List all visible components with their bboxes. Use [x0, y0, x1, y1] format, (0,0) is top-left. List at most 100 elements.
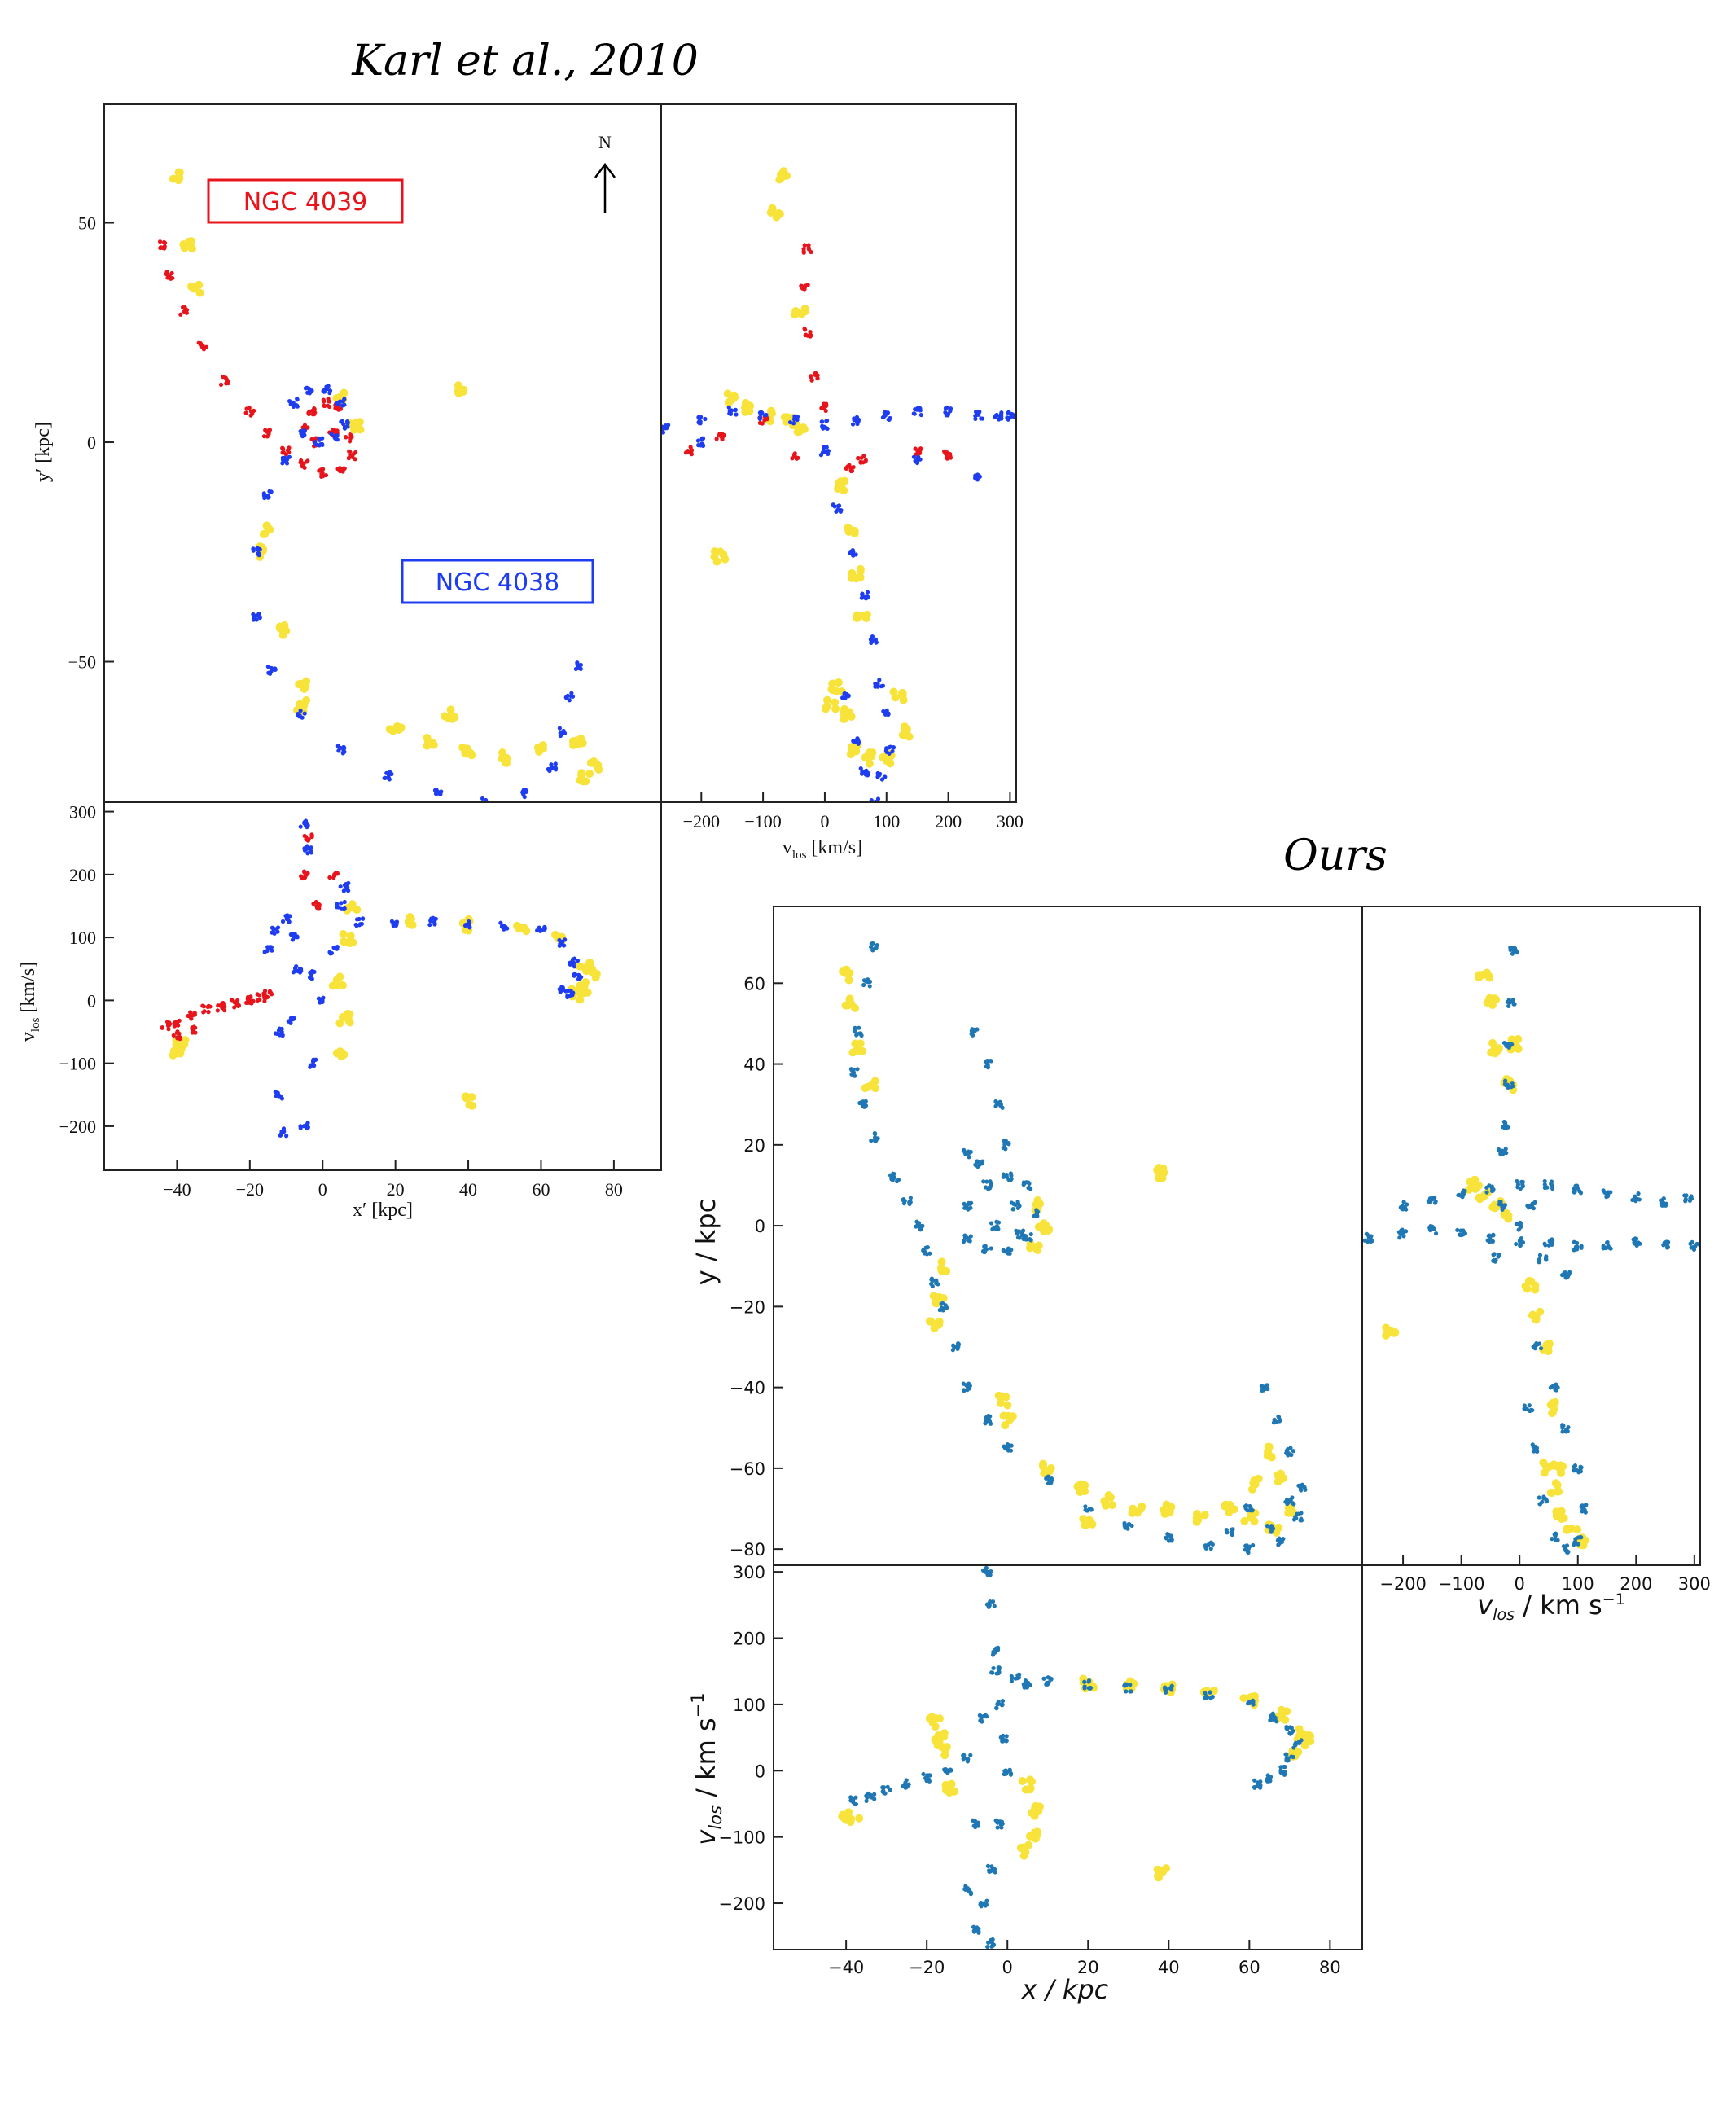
blue-point	[389, 919, 395, 924]
steel-point	[1265, 1383, 1269, 1388]
steel-point	[1208, 1690, 1212, 1695]
steel-point	[1550, 1186, 1555, 1191]
yellow-point	[1554, 1463, 1563, 1472]
yellow-point	[902, 725, 911, 734]
steel-point	[923, 1251, 927, 1256]
steel-point	[927, 1251, 932, 1256]
yellow-point	[502, 758, 511, 767]
yellow-point	[1276, 1475, 1285, 1484]
steel-point	[988, 1599, 993, 1604]
x-tick-label: 40	[459, 1179, 477, 1200]
blue-point	[791, 421, 796, 426]
blue-point	[273, 667, 278, 672]
steel-point	[1578, 1469, 1583, 1474]
blue-point	[278, 1133, 283, 1138]
steel-point	[951, 1343, 956, 1348]
blue-point	[838, 508, 843, 514]
red-point	[327, 404, 332, 410]
red-point	[944, 454, 949, 459]
steel-point	[971, 1924, 976, 1929]
steel-point	[1504, 1124, 1509, 1129]
steel-point	[851, 1800, 856, 1805]
red-point	[322, 399, 327, 404]
yellow-point	[335, 972, 344, 981]
yellow-point	[514, 924, 523, 932]
yellow-point	[1137, 1504, 1146, 1513]
steel-point	[1008, 1772, 1014, 1777]
blue-point	[571, 990, 576, 995]
blue-point	[698, 421, 703, 426]
red-point	[813, 372, 818, 378]
steel-point	[1506, 1045, 1511, 1050]
steel-point	[1461, 1228, 1466, 1233]
blue-point	[305, 1122, 309, 1127]
steel-point	[1282, 1764, 1287, 1770]
steel-point	[1210, 1542, 1215, 1547]
steel-point	[1006, 1246, 1011, 1251]
yellow-point	[845, 994, 854, 1003]
steel-point	[1550, 1537, 1554, 1542]
x-tick-label: 0	[318, 1179, 327, 1200]
blue-point	[297, 970, 303, 975]
blue-point	[870, 803, 874, 807]
blue-point	[482, 803, 486, 807]
ours-x-axis-label: x / kpc	[1021, 1974, 1109, 2005]
red-point	[805, 333, 810, 338]
karl-vlos-axis-label-left: vlos [km/s]	[18, 962, 42, 1042]
x-tick-label: 0	[820, 811, 829, 831]
steel-point	[1572, 1190, 1576, 1195]
steel-point	[1089, 1507, 1094, 1512]
steel-point	[1001, 1172, 1006, 1177]
steel-point	[1282, 1770, 1287, 1775]
steel-point	[863, 1099, 868, 1103]
steel-point	[1531, 1444, 1536, 1450]
red-point	[202, 345, 207, 350]
steel-point	[1432, 1200, 1438, 1205]
steel-point	[1636, 1191, 1641, 1196]
steel-point	[943, 1769, 948, 1774]
steel-point	[1272, 1718, 1277, 1722]
steel-point	[1259, 1384, 1264, 1389]
blue-point	[270, 666, 274, 671]
steel-point	[921, 1771, 926, 1777]
y-tick-label: 300	[69, 802, 96, 823]
steel-point	[1431, 1226, 1436, 1232]
blue-point	[840, 695, 845, 700]
red-point	[172, 1024, 177, 1029]
karl-velocity-y-panel: −200 −100 0 100 200 300	[660, 103, 1024, 831]
yellow-point	[997, 1392, 1006, 1401]
ngc4038-label-box: NGC 4038	[401, 559, 594, 604]
blue-point	[831, 502, 835, 507]
yellow-point	[940, 1751, 949, 1760]
x-tick-label: 20	[1077, 1958, 1099, 1977]
x-tick-label: −100	[1438, 1574, 1485, 1594]
red-point	[689, 450, 694, 454]
steel-point	[929, 1282, 934, 1287]
steel-point	[1168, 1533, 1174, 1538]
red-point	[281, 450, 287, 455]
steel-point	[1271, 1713, 1276, 1718]
blue-point	[994, 412, 999, 418]
blue-point	[1006, 417, 1010, 422]
red-point	[856, 456, 861, 461]
yellow-point	[587, 758, 596, 767]
red-point	[161, 239, 167, 245]
steel-point	[892, 1171, 896, 1177]
steel-point	[998, 1103, 1003, 1108]
red-point	[175, 1036, 180, 1041]
steel-point	[1164, 1536, 1169, 1541]
red-point	[255, 998, 261, 1003]
blue-point	[287, 454, 292, 459]
yellow-point	[339, 929, 348, 938]
steel-point	[996, 1699, 1001, 1705]
yellow-point	[1277, 1705, 1286, 1714]
red-point	[165, 275, 170, 280]
ngc4039-label-box: NGC 4039	[207, 178, 404, 224]
steel-point	[1002, 1769, 1007, 1774]
ours-velocity-y-panel: −200 −100 0 100 200 300	[1361, 906, 1711, 1594]
steel-point	[1028, 1238, 1033, 1243]
steel-point	[979, 1717, 984, 1722]
steel-point	[1004, 1175, 1010, 1180]
steel-point	[1128, 1689, 1133, 1694]
blue-point	[303, 386, 308, 391]
